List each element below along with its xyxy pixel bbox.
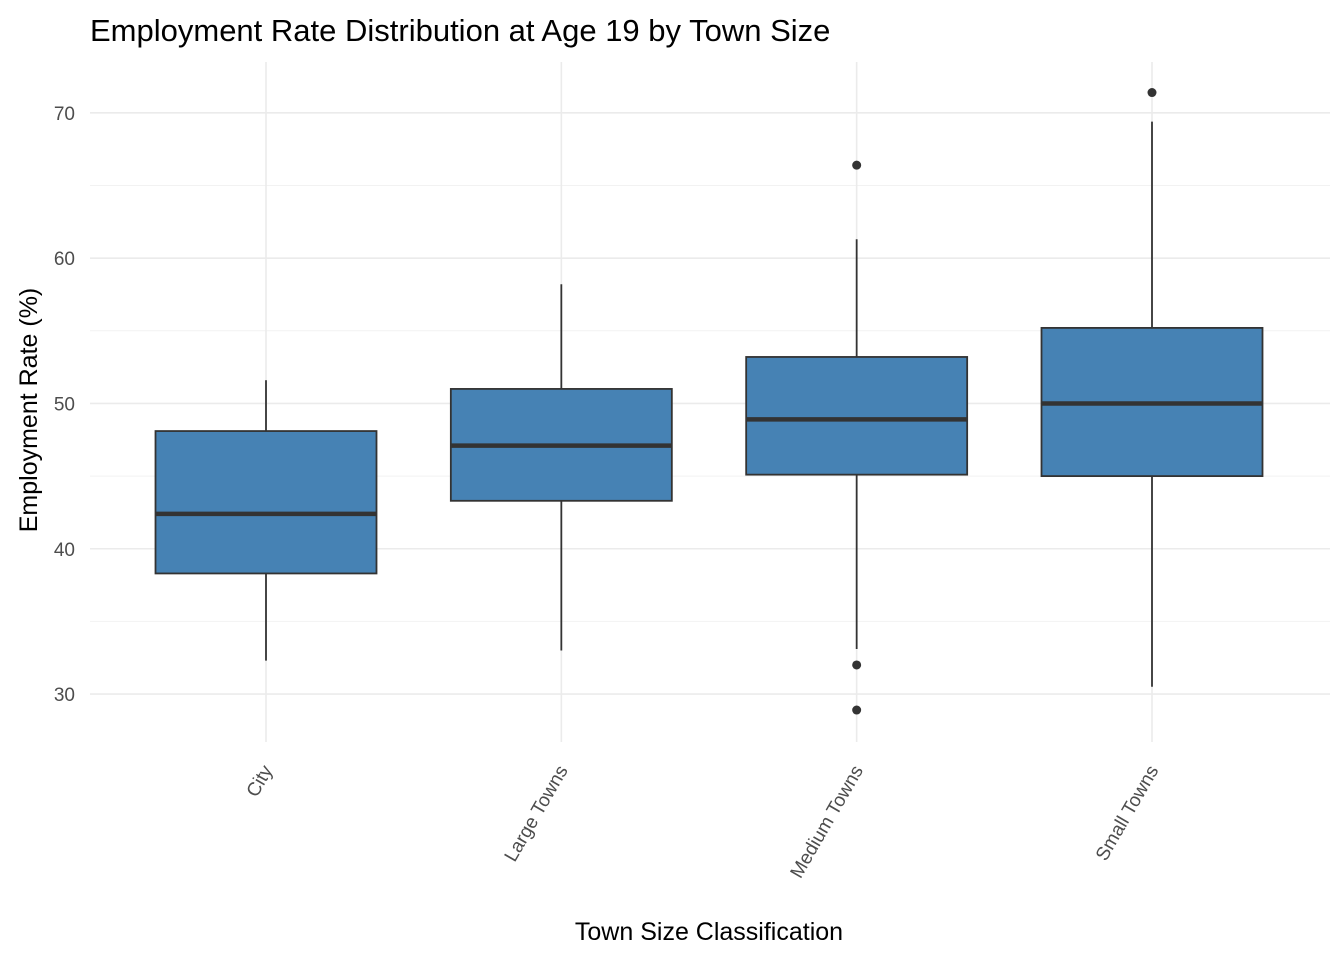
y-tick-label: 70 (54, 104, 75, 125)
x-tick-label: Medium Towns (787, 762, 868, 882)
x-tick-label: Small Towns (1092, 762, 1163, 865)
box-small-towns (1040, 88, 1264, 687)
y-axis-ticks: 30 40 50 60 70 (54, 104, 75, 706)
y-tick-label: 50 (54, 394, 75, 415)
x-axis-ticks: City Large Towns Medium Towns Small Towns (243, 762, 1164, 882)
box-medium-towns (745, 160, 969, 715)
chart-title: Employment Rate Distribution at Age 19 b… (90, 13, 830, 48)
box-city (154, 380, 378, 661)
y-tick-label: 60 (54, 249, 75, 270)
iqr-box (745, 356, 969, 476)
y-tick-label: 30 (54, 685, 75, 706)
boxes (154, 88, 1264, 715)
x-axis-title: Town Size Classification (575, 918, 843, 946)
box-large-towns (449, 284, 673, 651)
outlier-point (852, 160, 862, 170)
y-tick-label: 40 (54, 540, 75, 561)
y-axis-title: Employment Rate (%) (15, 288, 43, 533)
outlier-point (852, 705, 862, 715)
x-tick-label: City (243, 762, 278, 801)
outlier-point (852, 660, 862, 670)
x-tick-label: Large Towns (501, 762, 573, 866)
outlier-point (1147, 88, 1157, 98)
iqr-box (154, 430, 378, 575)
